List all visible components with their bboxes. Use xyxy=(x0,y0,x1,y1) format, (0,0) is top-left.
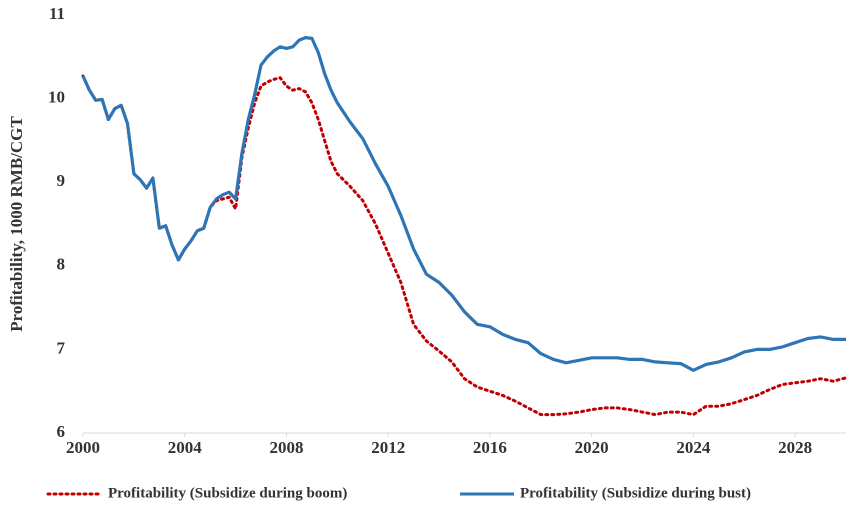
y-tick-label: 9 xyxy=(57,171,66,190)
legend-label: Profitability (Subsidize during boom) xyxy=(108,485,347,501)
series-line xyxy=(81,74,848,417)
x-tick-label: 2024 xyxy=(676,438,711,457)
x-tick-label: 2008 xyxy=(269,438,303,457)
legend-label: Profitability (Subsidize during bust) xyxy=(520,485,751,501)
y-tick-label: 7 xyxy=(57,338,66,357)
series-line xyxy=(81,36,846,372)
x-tick-label: 2028 xyxy=(778,438,812,457)
y-tick-label: 10 xyxy=(48,88,65,107)
y-tick-label: 8 xyxy=(57,255,66,274)
x-tick-label: 2004 xyxy=(168,438,203,457)
y-axis-title: Profitability, 1000 RMB/CGT xyxy=(7,116,26,332)
x-tick-label: 2020 xyxy=(575,438,609,457)
x-tick-label: 2016 xyxy=(473,438,507,457)
y-tick-label: 11 xyxy=(49,4,65,23)
x-tick-label: 2000 xyxy=(66,438,100,457)
x-tick-label: 2012 xyxy=(371,438,405,457)
y-tick-label: 6 xyxy=(57,422,66,441)
